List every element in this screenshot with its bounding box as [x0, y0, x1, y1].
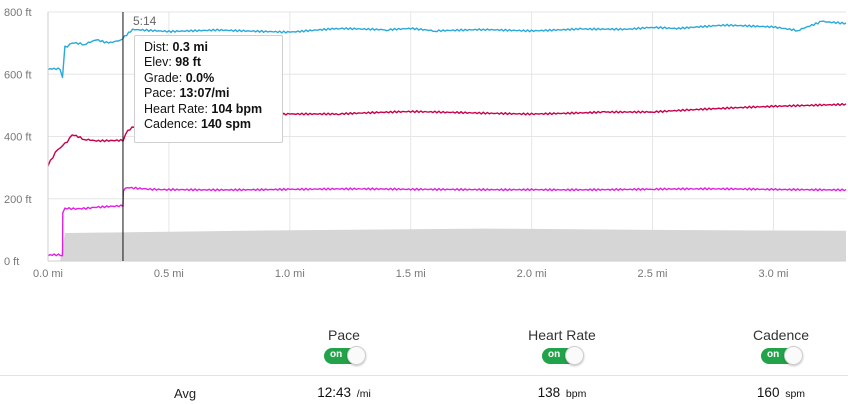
tooltip-heart-rate-value: 104 bpm	[211, 101, 263, 116]
cadence-toggle-knob	[784, 346, 803, 365]
tooltip-grade-label: Grade:	[144, 70, 183, 85]
pace-toggle-knob	[347, 346, 366, 365]
heart-rate-toggle-state: on	[548, 349, 561, 360]
x-tick-label: 2.0 mi	[517, 268, 547, 280]
avg-row-label: Avg	[174, 386, 197, 401]
avg-cadence-unit: spm	[785, 388, 806, 400]
avg-pace-unit: /mi	[356, 388, 371, 400]
tooltip-dist-label: Dist:	[144, 40, 169, 54]
stats-divider	[0, 375, 848, 376]
tooltip-pace-value: 13:07/mi	[179, 86, 230, 101]
y-tick-label: 400 ft	[4, 132, 32, 144]
tooltip-cadence-label: Cadence:	[144, 117, 198, 132]
tooltip-pace-row: Pace: 13:07/mi	[144, 86, 282, 101]
tooltip-dist-row: Dist: 0.3 mi	[144, 40, 282, 55]
heart-rate-toggle-knob	[565, 346, 584, 365]
tooltip-grade-value: 0.0%	[185, 70, 215, 85]
avg-heart-rate: 138 bpm	[492, 385, 632, 400]
cadence-control: Cadence on	[721, 327, 841, 369]
avg-pace-value: 12:43	[317, 385, 352, 400]
cadence-line	[47, 186, 847, 257]
pace-control-label: Pace	[328, 327, 360, 343]
tooltip-elev-row: Elev: 98 ft	[144, 55, 282, 70]
tooltip-heart-rate-row: Heart Rate: 104 bpm	[144, 102, 282, 117]
heart-rate-control-label: Heart Rate	[528, 327, 596, 343]
cadence-control-label: Cadence	[752, 327, 810, 343]
x-tick-label: 0.5 mi	[154, 268, 184, 280]
elevation-area	[48, 228, 846, 261]
y-tick-label: 800 ft	[4, 7, 32, 19]
tooltip-dist-value: 0.3 mi	[172, 40, 208, 54]
x-tick-label: 0.0 mi	[33, 268, 63, 280]
avg-cadence: 160 spm	[711, 385, 848, 400]
heart-rate-control: Heart Rate on	[502, 327, 622, 369]
hover-tooltip: Dist: 0.3 mi Elev: 98 ft Grade: 0.0% Pac…	[134, 35, 283, 143]
tooltip-elev-value: 98 ft	[175, 55, 201, 70]
tooltip-pace-label: Pace:	[144, 86, 176, 101]
pace-toggle[interactable]: on	[324, 346, 366, 365]
tooltip-heart-rate-label: Heart Rate:	[144, 101, 208, 116]
chart-axes: 0.0 mi 0.5 mi 1.0 mi 1.5 mi 2.0 mi 2.5 mi 3.0 …	[4, 7, 846, 280]
pace-toggle-state: on	[330, 349, 343, 360]
heart-rate-toggle[interactable]: on	[542, 346, 584, 365]
tooltip-elev-label: Elev:	[144, 55, 172, 70]
avg-heart-rate-unit: bpm	[565, 388, 587, 400]
avg-heart-rate-value: 138	[537, 385, 561, 400]
y-tick-label: 200 ft	[4, 194, 32, 206]
x-tick-label: 1.5 mi	[396, 268, 426, 280]
hover-time-label: 5:14	[133, 14, 157, 28]
y-tick-label: 600 ft	[4, 69, 32, 81]
activity-chart[interactable]: 0.0 mi 0.5 mi 1.0 mi 1.5 mi 2.0 mi 2.5 mi 3.0 …	[0, 0, 848, 290]
pace-control: Pace on	[284, 327, 404, 369]
tooltip-cadence-row: Cadence: 140 spm	[144, 117, 282, 132]
x-tick-label: 1.0 mi	[275, 268, 305, 280]
cadence-toggle[interactable]: on	[761, 346, 803, 365]
y-tick-label: 0 ft	[4, 256, 19, 268]
tooltip-grade-row: Grade: 0.0%	[144, 71, 282, 86]
cadence-toggle-state: on	[767, 349, 780, 360]
avg-cadence-value: 160	[756, 385, 780, 400]
tooltip-cadence-value: 140 spm	[201, 117, 252, 132]
x-tick-label: 2.5 mi	[638, 268, 668, 280]
x-tick-label: 3.0 mi	[758, 268, 788, 280]
avg-pace: 12:43 /mi	[274, 385, 414, 400]
pace-line	[47, 20, 847, 79]
